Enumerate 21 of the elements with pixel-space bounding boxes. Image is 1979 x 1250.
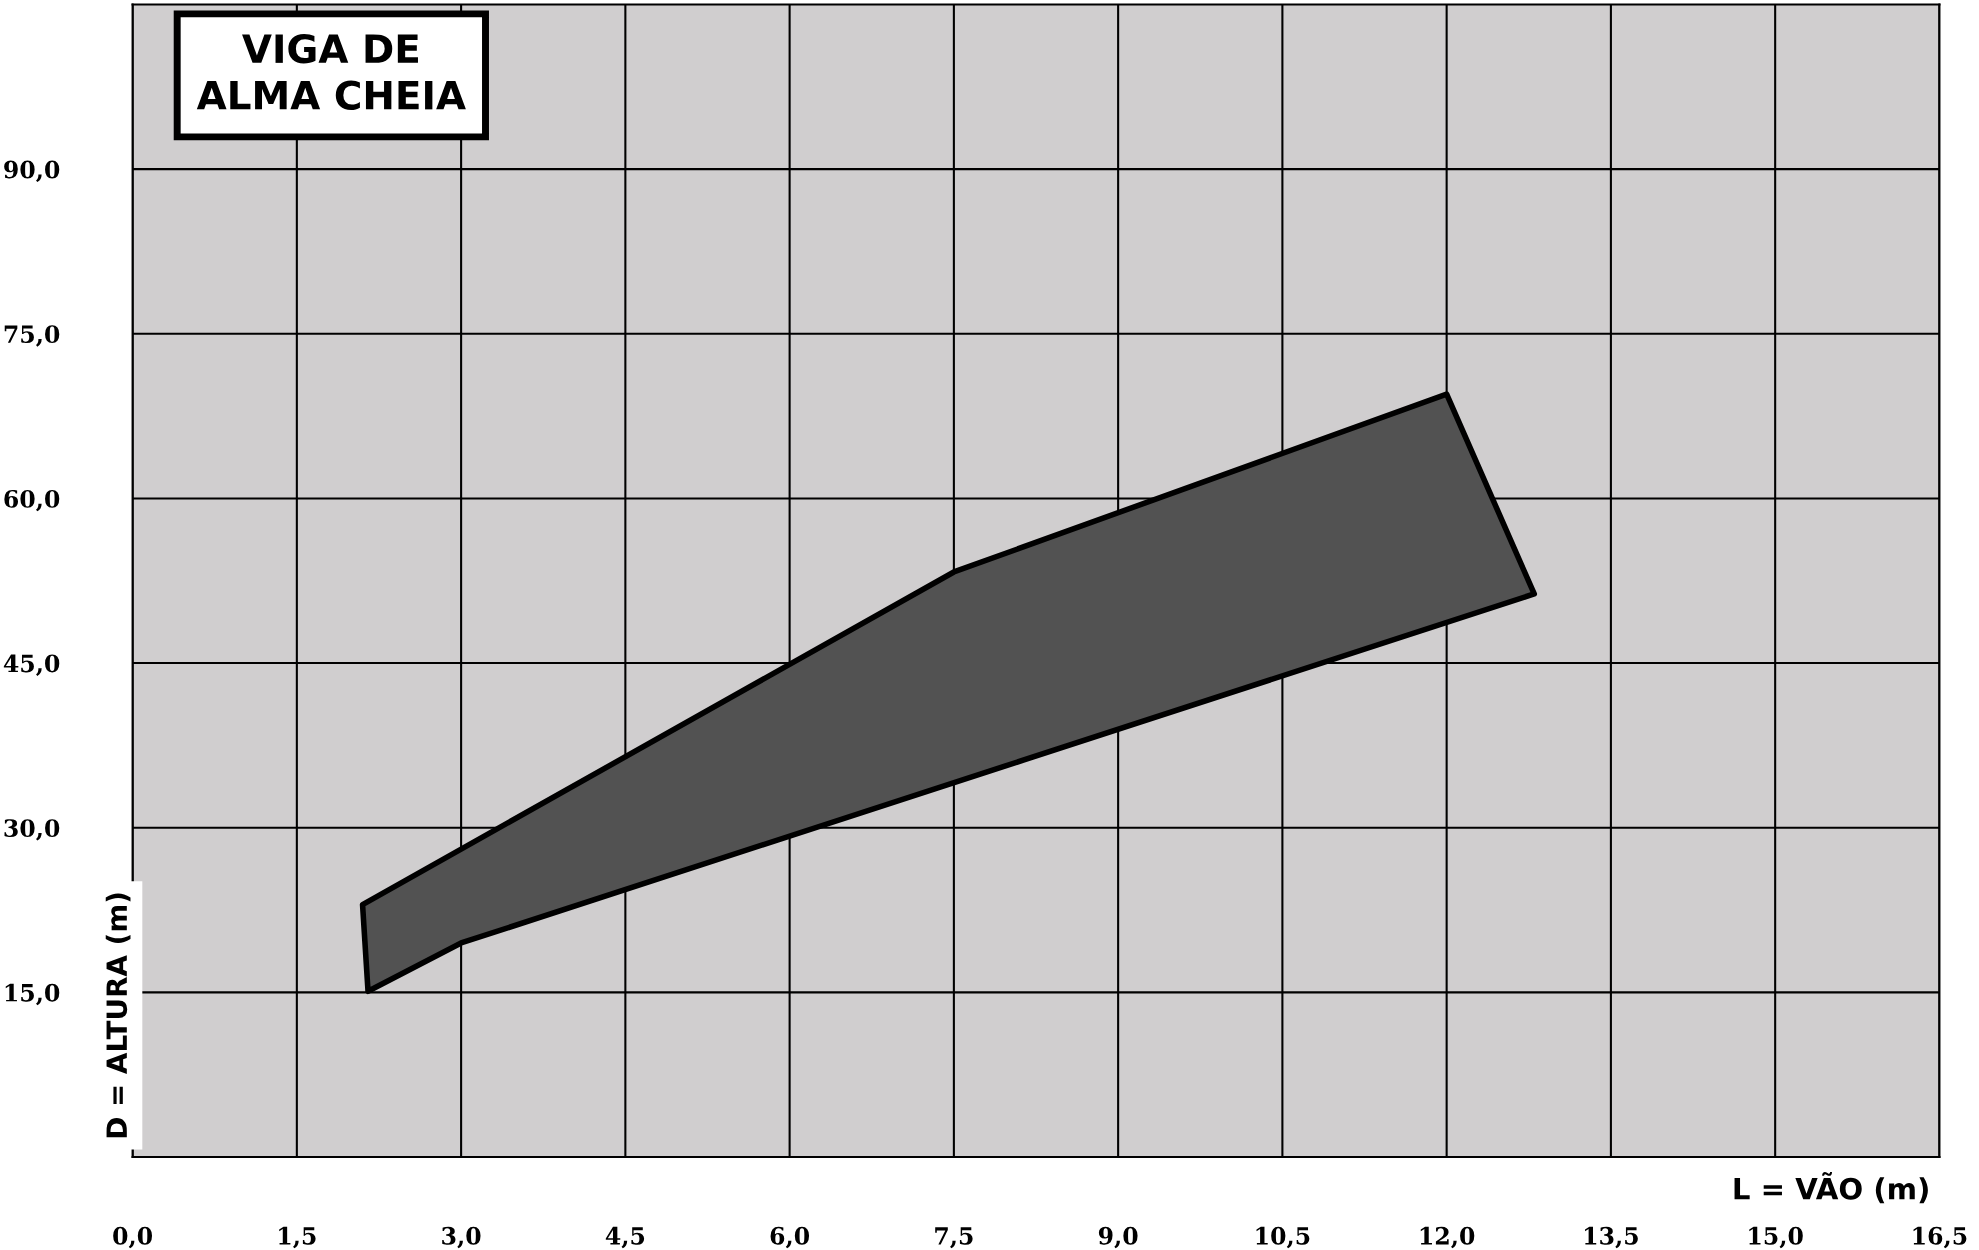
x-tick-label: 6,0: [770, 1226, 810, 1249]
x-tick-label: 13,5: [1585, 1226, 1638, 1249]
x-tick-label: 1,5: [279, 1226, 316, 1249]
x-tick-label: 0,0: [113, 1226, 153, 1249]
x-tick-label: 16,5: [1913, 1226, 1967, 1249]
text: VIGA DE ALMA CHEIA: [196, 34, 466, 110]
y-tick-label: 30,0: [4, 819, 60, 841]
y-tick-label: 75,0: [4, 325, 60, 347]
x-tick-label: 3,0: [442, 1226, 481, 1249]
x-tick-label: 12,0: [1420, 1226, 1475, 1249]
y-tick-label: 15,0: [5, 983, 60, 1006]
y-axis-title: D = ALTURA (m): [105, 893, 131, 1138]
y-tick-label: 90,0: [4, 160, 60, 183]
x-axis-title: L = VÃO (m): [1734, 1172, 1928, 1204]
y-tick-label: 60,0: [4, 489, 60, 512]
x-tick-label: 4,5: [605, 1226, 645, 1249]
x-tick-label: 7,5: [935, 1227, 973, 1249]
y-tick-label: 45,0: [3, 654, 60, 676]
x-tick-label: 9,0: [1098, 1226, 1138, 1249]
x-tick-label: 10,5: [1256, 1226, 1310, 1249]
x-tick-label: 15,0: [1749, 1226, 1803, 1249]
